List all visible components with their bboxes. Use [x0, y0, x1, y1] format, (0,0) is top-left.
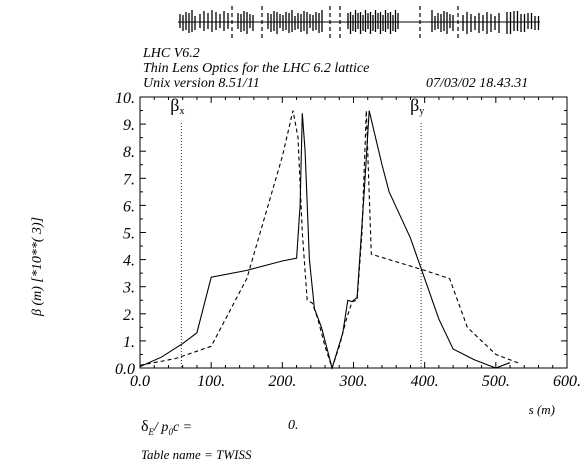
y-tick-label: 5. [123, 226, 135, 243]
delta-mid: / p [154, 420, 169, 435]
legend-base: β [170, 95, 179, 115]
y-tick-label: 7. [123, 171, 135, 188]
legend: βx βy [170, 95, 424, 117]
x-tick-label: 600. [553, 373, 581, 390]
delta-symbol: δ [141, 418, 149, 435]
legend-subscript: x [179, 106, 184, 117]
y-tick-label: 10. [115, 90, 135, 107]
chart-header-version: Unix version 8.51/11 [143, 76, 260, 91]
chart-header-subtitle: Thin Lens Optics for the LHC 6.2 lattice [143, 61, 370, 76]
legend-label: βy [410, 95, 424, 117]
series-lines [139, 110, 521, 371]
y-axis-label: β (m) [*10**( 3)] [30, 216, 45, 316]
delta-subscript-2: 0 [168, 426, 173, 437]
x-tick-label: 200. [268, 373, 296, 390]
marker-lines [180, 123, 422, 368]
plot-frame [139, 96, 568, 369]
table-name: Table name = TWISS [141, 447, 252, 462]
chart-header-title: LHC V6.2 [143, 46, 200, 61]
legend-base: β [410, 95, 419, 115]
series-line-dashed [139, 110, 521, 370]
y-tick-label: 0.0 [115, 361, 135, 378]
x-tick-label: 0.0 [130, 373, 150, 390]
delta-value: 0. [288, 418, 299, 433]
legend-subscript: y [419, 106, 424, 117]
y-tick-label: 6. [123, 198, 135, 215]
axis-ticks [139, 96, 568, 369]
y-tick-label: 1. [123, 334, 135, 351]
y-tick-label: 3. [122, 280, 135, 297]
chart-header-timestamp: 07/03/02 18.43.31 [426, 76, 529, 91]
y-tick-label: 4. [123, 253, 135, 270]
x-tick-label: 400. [411, 373, 439, 390]
lattice-layout-strip [178, 6, 540, 38]
tick-labels: 0.0 100. 200. 300. 400. 500. 600. 0.0 1. 2. 3. 4. 5.… [115, 90, 581, 390]
delta-expression: δE/ p0c = [141, 418, 192, 437]
y-tick-label: 9. [123, 117, 135, 134]
x-axis-label: s (m) [529, 402, 555, 417]
delta-subscript: E [148, 426, 155, 437]
x-tick-label: 300. [339, 373, 368, 390]
x-tick-label: 500. [482, 373, 510, 390]
delta-tail: c = [172, 420, 193, 435]
series-line-solid [139, 110, 511, 371]
x-tick-label: 100. [197, 373, 225, 390]
legend-label: βx [170, 95, 184, 117]
y-tick-label: 8. [123, 144, 135, 161]
y-tick-label: 2. [123, 307, 135, 324]
